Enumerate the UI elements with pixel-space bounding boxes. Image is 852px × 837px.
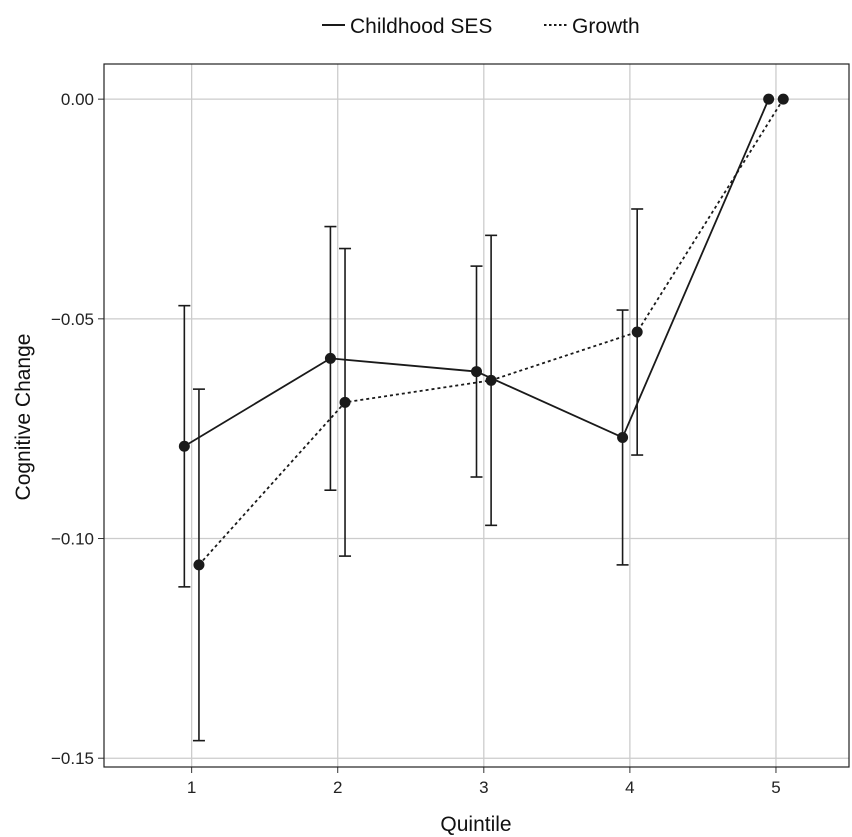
plot-panel bbox=[103, 63, 850, 768]
data-point-growth bbox=[777, 93, 789, 105]
x-axis-title: Quintile bbox=[440, 813, 511, 836]
y-tick-label: 0.00 bbox=[61, 90, 94, 109]
data-point-childhood-ses bbox=[178, 440, 190, 452]
y-tick-label: −0.10 bbox=[51, 530, 94, 549]
data-point-childhood-ses bbox=[471, 366, 482, 378]
x-tick-label: 1 bbox=[187, 778, 196, 797]
series-growth bbox=[192, 93, 789, 742]
x-tick-label: 5 bbox=[771, 778, 780, 797]
x-axis-ticks: 1 2 3 4 5 bbox=[187, 767, 781, 797]
series-layer bbox=[178, 93, 789, 742]
y-tick-label: −0.15 bbox=[51, 749, 94, 768]
legend-label-growth: Growth bbox=[572, 15, 640, 38]
legend-label-childhood-ses: Childhood SES bbox=[350, 15, 492, 38]
y-axis-title: Cognitive Change bbox=[12, 334, 35, 501]
data-point-childhood-ses bbox=[324, 352, 336, 364]
x-tick-label: 4 bbox=[625, 778, 634, 797]
legend: Childhood SES Growth bbox=[322, 15, 640, 38]
data-point-growth bbox=[485, 374, 497, 386]
data-point-growth bbox=[339, 396, 351, 408]
gridlines bbox=[104, 64, 849, 767]
x-tick-label: 3 bbox=[479, 778, 488, 797]
data-point-childhood-ses bbox=[617, 431, 629, 443]
data-point-childhood-ses bbox=[763, 93, 775, 105]
series-childhood-ses bbox=[178, 93, 775, 588]
x-tick-label: 2 bbox=[333, 778, 342, 797]
data-point-growth bbox=[631, 326, 643, 338]
y-tick-label: −0.05 bbox=[51, 310, 94, 329]
data-point-growth bbox=[193, 559, 205, 571]
y-axis-ticks: 0.00 −0.05 −0.10 −0.15 bbox=[51, 90, 104, 768]
